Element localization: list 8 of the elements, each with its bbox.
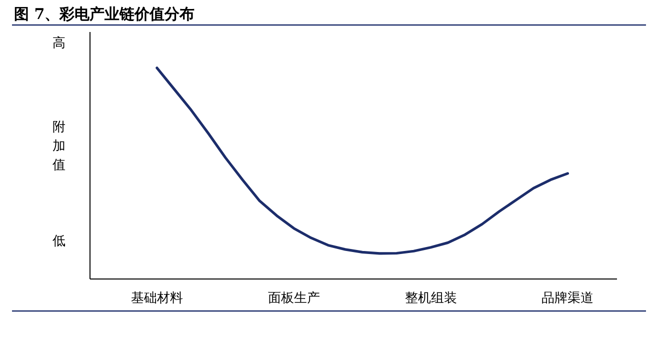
x-tick-label: 基础材料 bbox=[130, 291, 183, 306]
text: 高 bbox=[52, 35, 66, 51]
chart-title: 图 7、彩电产业链价值分布 bbox=[14, 5, 195, 23]
text: 附加值 bbox=[52, 120, 66, 173]
x-tick-label: 面板生产 bbox=[268, 291, 320, 306]
x-tick-label: 品牌渠道 bbox=[542, 291, 594, 306]
x-tick-label: 整机组装 bbox=[404, 291, 457, 306]
text: 低 bbox=[52, 234, 66, 249]
